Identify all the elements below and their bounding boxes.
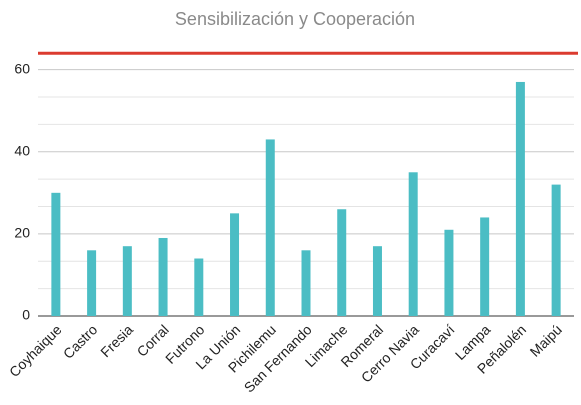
bar: [515, 81, 525, 316]
bar: [337, 209, 347, 316]
bar: [480, 217, 490, 316]
chart-title: Sensibilización y Cooperación: [175, 9, 415, 29]
bar: [444, 229, 454, 316]
x-tick-label: Maipú: [527, 321, 565, 359]
bar: [265, 139, 275, 316]
y-tick-label: 60: [14, 60, 30, 76]
bar: [230, 213, 240, 316]
y-tick-label: 40: [14, 142, 30, 158]
bar: [122, 246, 132, 316]
y-tick-label: 20: [14, 225, 30, 241]
x-tick-label: Castro: [60, 321, 101, 362]
bar: [551, 184, 561, 316]
bar: [408, 172, 418, 316]
bar: [87, 250, 97, 316]
y-tick-label: 0: [22, 307, 30, 323]
bar: [194, 258, 204, 316]
bar: [158, 237, 168, 316]
bar: [301, 250, 311, 316]
x-tick-label: Coyhaique: [6, 321, 65, 380]
x-tick-label: Fresia: [97, 321, 136, 360]
bar: [51, 192, 61, 316]
bar: [372, 246, 382, 316]
